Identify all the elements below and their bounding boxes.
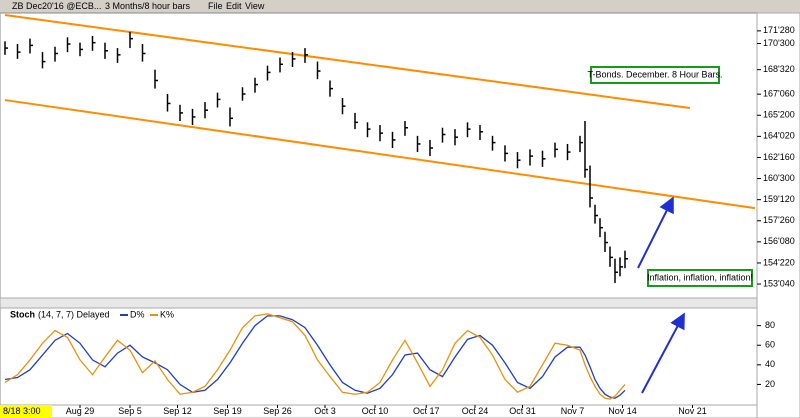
cursor-label-bg [0, 405, 52, 418]
y-tick-label: 156'080 [763, 236, 795, 246]
x-tick-label: Aug 29 [66, 406, 95, 416]
y-tick-label: 170'300 [763, 38, 795, 48]
menu-file[interactable]: File [208, 1, 223, 11]
menu-edit[interactable]: Edit [226, 1, 242, 11]
arrow [641, 312, 685, 394]
stoch-line [4, 313, 626, 400]
cursor-label: 8/18 3:00 [3, 406, 41, 416]
y-tick-label: 165'200 [763, 110, 795, 120]
y-tick-label: 164'020 [763, 131, 795, 141]
trendline [4, 99, 756, 210]
stoch-line [4, 315, 626, 399]
y-tick-label: 154'220 [763, 257, 795, 267]
x-tick-label: Oct 17 [413, 406, 440, 416]
x-tick-label: Sep 5 [118, 406, 142, 416]
separator [0, 297, 758, 309]
y-tick-label: 168'320 [763, 64, 795, 74]
toolbar [0, 0, 800, 13]
y-tick-label: 60 [765, 340, 775, 350]
legend-label: K% [160, 309, 174, 319]
y-tick-label: 159'120 [763, 194, 795, 204]
stoch-params: (14, 7, 7) Delayed [38, 309, 110, 319]
y-tick-label: 157'260 [763, 215, 795, 225]
x-tick-label: Sep 19 [213, 406, 242, 416]
legend-label: D% [130, 309, 145, 319]
x-tick-label: Oct 24 [462, 406, 489, 416]
x-tick-label: Nov 14 [608, 406, 637, 416]
y-tick-label: 167'060 [763, 89, 795, 99]
annotation: Inflation, inflation, inflation! [647, 272, 753, 282]
annotation: T-Bonds. December. 8 Hour Bars. [587, 69, 722, 79]
x-tick-label: Oct 3 [314, 406, 336, 416]
x-tick-label: Oct 31 [509, 406, 536, 416]
y-tick-label: 20 [765, 379, 775, 389]
annotation-box [590, 66, 720, 84]
y-tick-label: 160'300 [763, 173, 795, 183]
price-axis [756, 12, 800, 418]
x-tick-label: Sep 12 [163, 406, 192, 416]
menu-view[interactable]: View [245, 1, 265, 11]
x-tick-label: Nov 7 [561, 406, 585, 416]
x-tick-label: Nov 21 [678, 406, 707, 416]
y-tick-label: 171'280 [763, 25, 795, 35]
y-tick-label: 40 [765, 359, 775, 369]
y-tick-label: 162'160 [763, 152, 795, 162]
stoch-title: Stoch [10, 309, 35, 319]
y-tick-label: 80 [765, 320, 775, 330]
trendline [4, 14, 691, 110]
x-tick-label: Sep 26 [263, 406, 292, 416]
y-tick-label: 153'040 [763, 278, 795, 288]
annotation-box [647, 269, 753, 287]
interval[interactable]: 3 Months/8 hour bars [105, 1, 191, 11]
date-axis [0, 404, 758, 418]
x-tick-label: Oct 10 [362, 406, 389, 416]
arrow [637, 196, 674, 269]
symbol: ZB Dec20'16 @ECB... [12, 1, 101, 11]
